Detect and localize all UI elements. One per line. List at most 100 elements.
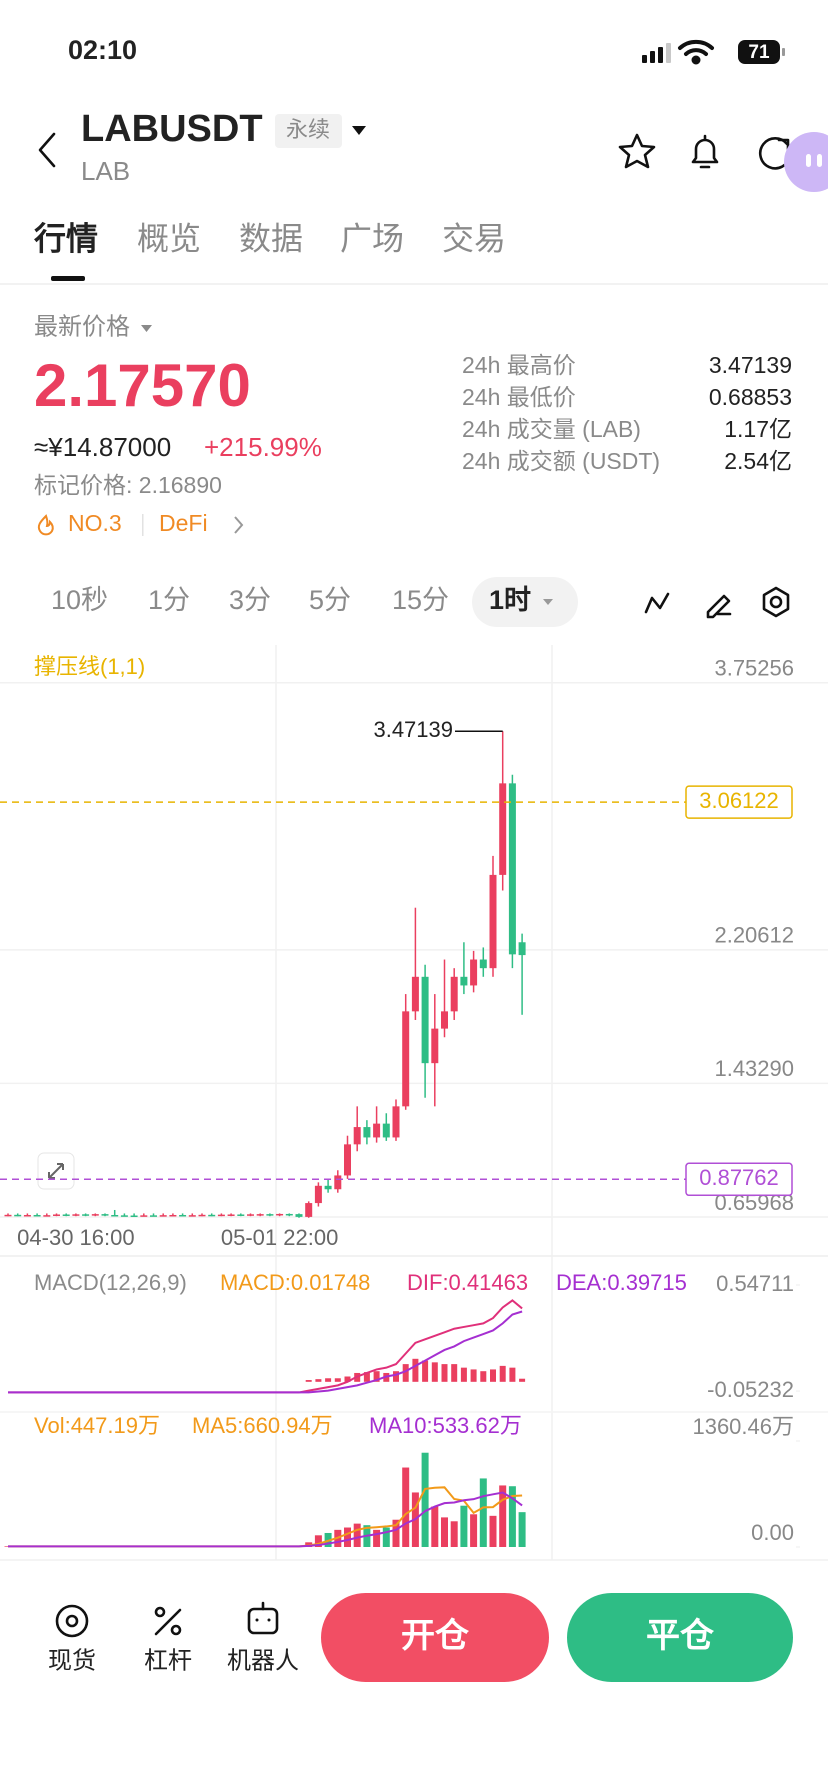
macd-bar	[460, 1367, 467, 1382]
back-button[interactable]	[38, 132, 56, 168]
indicator-button[interactable]	[644, 592, 670, 614]
candle-body	[518, 942, 526, 956]
battery-level: 71	[748, 42, 770, 63]
candle-body	[217, 1214, 225, 1217]
price-label: 最新价格	[34, 313, 130, 340]
base-asset: LAB	[81, 156, 130, 186]
nav-label[interactable]: 现货	[48, 1647, 96, 1674]
alert-button[interactable]	[691, 134, 719, 169]
volume-bar	[508, 1486, 516, 1547]
signal-icon	[642, 43, 671, 63]
spot-icon[interactable]	[55, 1604, 89, 1638]
interval[interactable]: 1分	[148, 585, 190, 615]
symbol: LABUSDT	[81, 108, 263, 150]
candle-body	[62, 1214, 70, 1216]
battery-icon	[738, 40, 780, 64]
tag-bg	[275, 114, 342, 148]
symbol-dropdown[interactable]	[352, 126, 366, 135]
candle-body	[324, 1185, 332, 1190]
nav-label[interactable]: 杠杆	[144, 1647, 192, 1674]
candle-body	[295, 1214, 303, 1217]
tab[interactable]: 概览	[137, 220, 201, 256]
candle-body	[91, 1214, 99, 1216]
volume-bar	[441, 1517, 448, 1547]
x-tick-label: 05-01 22:00	[221, 1225, 338, 1250]
candle-body	[353, 1127, 361, 1145]
macd-bar	[422, 1360, 429, 1382]
candle-body	[334, 1175, 342, 1190]
sector[interactable]: DeFi	[159, 510, 208, 536]
macd-bar	[441, 1364, 448, 1382]
candle-body	[4, 1214, 12, 1217]
macd-bar	[431, 1362, 438, 1382]
volume-bar	[392, 1519, 400, 1547]
candle-body	[198, 1214, 206, 1217]
close-button[interactable]	[567, 1593, 793, 1682]
candle-body	[499, 783, 507, 875]
battery-nub	[782, 48, 785, 56]
candle-body	[460, 976, 468, 986]
macd-bar	[480, 1371, 487, 1382]
macd-bar	[451, 1364, 458, 1382]
candle-body	[101, 1214, 109, 1216]
settings-button[interactable]	[762, 586, 790, 618]
interval[interactable]: 3分	[229, 585, 271, 615]
open-button-label[interactable]: 开仓	[401, 1617, 470, 1655]
macd-bar	[412, 1358, 419, 1382]
y-tick-label: 0.54711	[716, 1271, 794, 1296]
legend-label: DIF:0.41463	[407, 1270, 528, 1295]
macd-bar	[344, 1376, 351, 1382]
candle-body	[111, 1214, 119, 1217]
tab[interactable]: 交易	[442, 220, 506, 256]
candle-body	[208, 1214, 216, 1217]
price-level-box	[685, 1162, 793, 1197]
macd-bar	[499, 1365, 506, 1382]
candle-body	[179, 1214, 187, 1217]
y-tick-label: 0.00	[751, 1520, 794, 1545]
stat-label: 24h 最高价	[462, 352, 576, 378]
mark-price: 标记价格: 2.16890	[34, 472, 222, 498]
high-marker-label: 3.47139	[373, 717, 453, 742]
price-label-dropdown[interactable]	[141, 325, 152, 332]
candle-body	[159, 1215, 167, 1217]
x-tick-label: 04-30 16:00	[17, 1225, 134, 1250]
share-button[interactable]	[758, 137, 792, 170]
tab[interactable]: 数据	[239, 220, 303, 256]
separator	[142, 514, 144, 536]
candle-body	[470, 959, 478, 986]
interval-active-bg	[472, 577, 578, 627]
candle-body	[43, 1215, 51, 1217]
tab[interactable]: 行情	[34, 220, 98, 256]
stat-value: 1.17亿	[724, 416, 792, 442]
volume-bar	[421, 1452, 429, 1547]
wifi-icon	[678, 39, 714, 65]
macd-bar	[402, 1364, 409, 1382]
open-button[interactable]	[321, 1593, 549, 1682]
y-tick-label: 3.75256	[714, 656, 794, 681]
bot-icon[interactable]	[247, 1601, 279, 1635]
macd-bar	[393, 1371, 399, 1382]
interval[interactable]: 1时	[489, 585, 531, 615]
stat-value: 2.54亿	[724, 448, 792, 474]
macd-bar	[334, 1378, 341, 1382]
draw-button[interactable]	[706, 594, 732, 619]
y-tick-label: 1.43290	[714, 1056, 794, 1081]
margin-icon[interactable]	[154, 1606, 182, 1636]
candle-body	[508, 783, 516, 955]
favorite-button[interactable]	[618, 133, 656, 169]
stat-label: 24h 成交量 (LAB)	[462, 416, 641, 442]
close-button-label[interactable]: 平仓	[646, 1617, 715, 1655]
tab[interactable]: 广场	[340, 220, 404, 256]
interval[interactable]: 10秒	[51, 585, 108, 615]
volume-bar	[353, 1523, 361, 1547]
candle-body	[247, 1214, 254, 1216]
candle-body	[344, 1144, 351, 1176]
hot-icon	[37, 514, 54, 536]
candle-body	[421, 976, 429, 1064]
interval[interactable]: 5分	[309, 585, 351, 615]
candle-body	[305, 1203, 313, 1217]
candle-body	[169, 1214, 177, 1217]
nav-label[interactable]: 机器人	[227, 1647, 299, 1674]
interval[interactable]: 15分	[392, 585, 449, 615]
